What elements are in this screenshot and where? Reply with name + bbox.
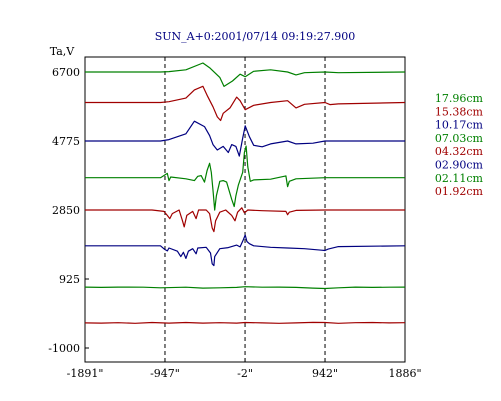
chart-title: SUN_A+0:2001/07/14 09:19:27.900 [155,30,356,43]
series-line-15-38cm [85,85,406,122]
legend-entry-6: 02.11cm [435,172,484,185]
x-tick-label-3: 942" [312,367,338,380]
series-line-02-90cm [85,234,406,267]
series-line-01-92cm [84,321,406,324]
legend-entry-7: 01.92cm [435,185,484,198]
y-tick-label-2: 2850 [52,204,80,217]
y-tick-label-1: 4775 [52,135,80,148]
x-tick-label-2: -2" [237,367,253,380]
legend-entry-3: 07.03cm [435,132,484,145]
series-line-10-17cm [85,120,405,157]
legend-entry-5: 02.90cm [435,159,484,172]
legend: 17.96cm15.38cm10.17cm07.03cm04.32cm02.90… [435,92,484,198]
reference-lines [164,57,326,362]
x-tick-label-0: -1891" [67,367,104,380]
legend-entry-4: 04.32cm [435,145,484,158]
y-tick-label-0: 6700 [52,66,80,79]
y-axis-label: Ta,V [50,45,76,58]
legend-entry-1: 15.38cm [435,105,484,118]
series-line-02-11cm [84,286,406,290]
legend-entry-0: 17.96cm [435,92,484,105]
series-group [84,62,406,324]
series-line-04-32cm [85,207,405,233]
series-line-17-96cm [85,62,406,88]
y-tick-label-4: -1000 [48,342,80,355]
legend-entry-2: 10.17cm [435,119,484,132]
axis-ticks: 6700 4775 2850 925 -1000 -1891" -947" -2" 942" 18… [48,66,421,380]
x-tick-label-1: -947" [150,367,180,380]
series-line-07-03cm [85,145,405,211]
y-tick-label-3: 925 [59,273,80,286]
x-tick-label-4: 1886" [388,367,421,380]
